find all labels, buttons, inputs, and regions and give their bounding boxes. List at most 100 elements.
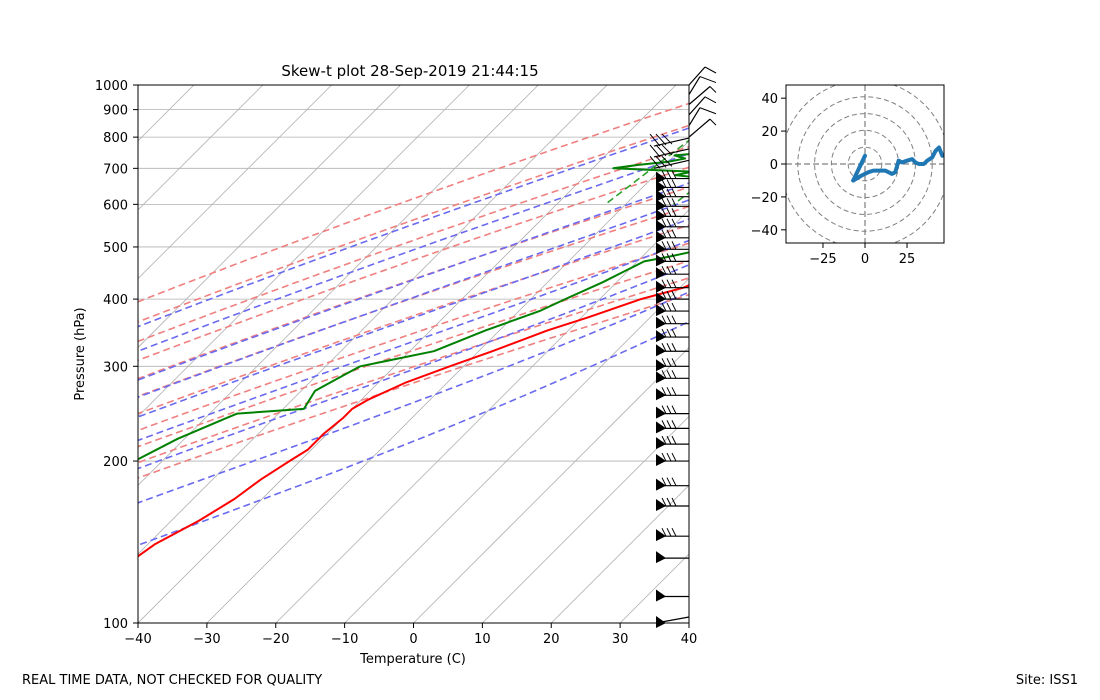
- barb-pennant: [656, 421, 666, 434]
- wind-barb: [656, 589, 689, 602]
- barb-pennant: [656, 267, 666, 280]
- wind-barb: [656, 497, 689, 511]
- barb-staff: [688, 96, 706, 116]
- mixing-ratio-line: [922, 85, 1097, 204]
- x-tick-label: 30: [612, 632, 629, 647]
- y-tick-label: 200: [103, 455, 128, 470]
- barb-feather: [671, 188, 677, 197]
- barb-feather: [671, 452, 677, 462]
- barb-feather: [661, 155, 673, 167]
- barb-feather: [666, 170, 672, 179]
- barb-pennant: [656, 388, 666, 401]
- hodograph-ring: [814, 113, 916, 215]
- barb-feather: [666, 328, 672, 338]
- barb-feather: [666, 343, 672, 352]
- moist-adiabat-line: [138, 291, 689, 504]
- isotherm-line: [138, 85, 470, 417]
- barb-feather: [666, 358, 672, 367]
- barb-feather: [661, 290, 667, 300]
- barb-staff: [688, 86, 711, 105]
- isotherm-line: [138, 85, 264, 211]
- barb-feather: [666, 527, 672, 537]
- mixing-ratio-line: [965, 85, 1100, 204]
- barb-feather: [671, 343, 677, 352]
- dry-adiabat-line: [138, 186, 689, 380]
- wind-barb: [656, 265, 689, 280]
- hodograph-x-tick-label: 0: [861, 252, 869, 267]
- barb-feather: [666, 188, 672, 197]
- barb-feather: [661, 170, 667, 179]
- moist-adiabat-line: [138, 199, 689, 399]
- barb-feather: [671, 477, 677, 486]
- barb-feather: [661, 218, 667, 228]
- barb-feather: [661, 179, 667, 188]
- x-tick-label: 20: [543, 632, 560, 647]
- mixing-ratio-line: [841, 85, 1011, 204]
- dry-adiabat-line: [138, 145, 689, 343]
- barb-feather: [671, 405, 677, 414]
- y-tick-label: 300: [103, 360, 128, 375]
- barb-feather: [709, 86, 717, 93]
- mixing-ratio-line: [729, 85, 892, 204]
- barb-feather: [666, 241, 672, 250]
- barb-feather: [671, 358, 677, 367]
- x-tick-label: −20: [262, 632, 289, 647]
- barb-feather: [671, 370, 677, 379]
- barb-feather: [649, 144, 661, 158]
- barb-feather: [661, 420, 667, 429]
- wind-barb: [649, 144, 690, 158]
- barb-feather: [655, 133, 667, 146]
- x-tick-label: 10: [474, 632, 491, 647]
- wind-barb: [688, 76, 717, 95]
- barb-feather: [661, 328, 667, 338]
- barb-pennant: [656, 180, 666, 193]
- barb-pennant: [656, 330, 666, 343]
- mixing-ratio-line: [672, 191, 689, 206]
- moist-adiabat-line: [138, 320, 689, 547]
- barb-feather: [661, 343, 667, 352]
- barb-pennant: [656, 292, 666, 305]
- barb-feather: [661, 241, 667, 250]
- barb-feather: [666, 279, 672, 288]
- dry-adiabat-line: [138, 293, 689, 479]
- y-tick-label: 700: [103, 162, 128, 177]
- wind-barb: [688, 96, 717, 116]
- barb-pennant: [656, 242, 666, 255]
- barb-feather: [661, 405, 667, 414]
- wind-barb: [649, 133, 690, 147]
- y-tick-label: 900: [103, 104, 128, 119]
- barb-feather: [666, 290, 672, 300]
- barb-staff: [653, 137, 690, 147]
- x-tick-label: −40: [124, 632, 151, 647]
- wind-barb: [649, 155, 690, 169]
- wind-barb: [656, 452, 689, 467]
- barb-pennant: [656, 304, 666, 317]
- dry-adiabat-line: [138, 224, 689, 415]
- barb-feather: [666, 253, 672, 262]
- wind-barb: [656, 527, 689, 542]
- barb-feather: [666, 435, 672, 445]
- wind-barb: [656, 370, 689, 384]
- barb-feather: [671, 170, 677, 179]
- wind-barbs: [649, 66, 717, 628]
- barb-feather: [661, 253, 667, 262]
- hodograph-trace-segment: [851, 153, 867, 183]
- barb-feather: [661, 229, 667, 239]
- wind-barb: [688, 107, 717, 127]
- barb-feather: [661, 358, 667, 367]
- barb-feather: [661, 370, 667, 379]
- wind-barb: [656, 387, 689, 401]
- isotherm-line: [344, 278, 689, 623]
- y-tick-label: 100: [103, 617, 128, 632]
- isotherm-line: [551, 484, 689, 623]
- barb-feather: [671, 435, 677, 445]
- barb-feather: [661, 477, 667, 486]
- barb-feather: [704, 66, 717, 74]
- wind-barb: [656, 405, 689, 419]
- barb-feather: [661, 144, 673, 156]
- wind-barb: [688, 86, 717, 105]
- x-tick-label: −10: [331, 632, 358, 647]
- skew-t-title: Skew-t plot 28-Sep-2019 21:44:15: [281, 62, 538, 80]
- barb-feather: [666, 208, 672, 217]
- hodograph-y-tick-label: 0: [770, 158, 778, 173]
